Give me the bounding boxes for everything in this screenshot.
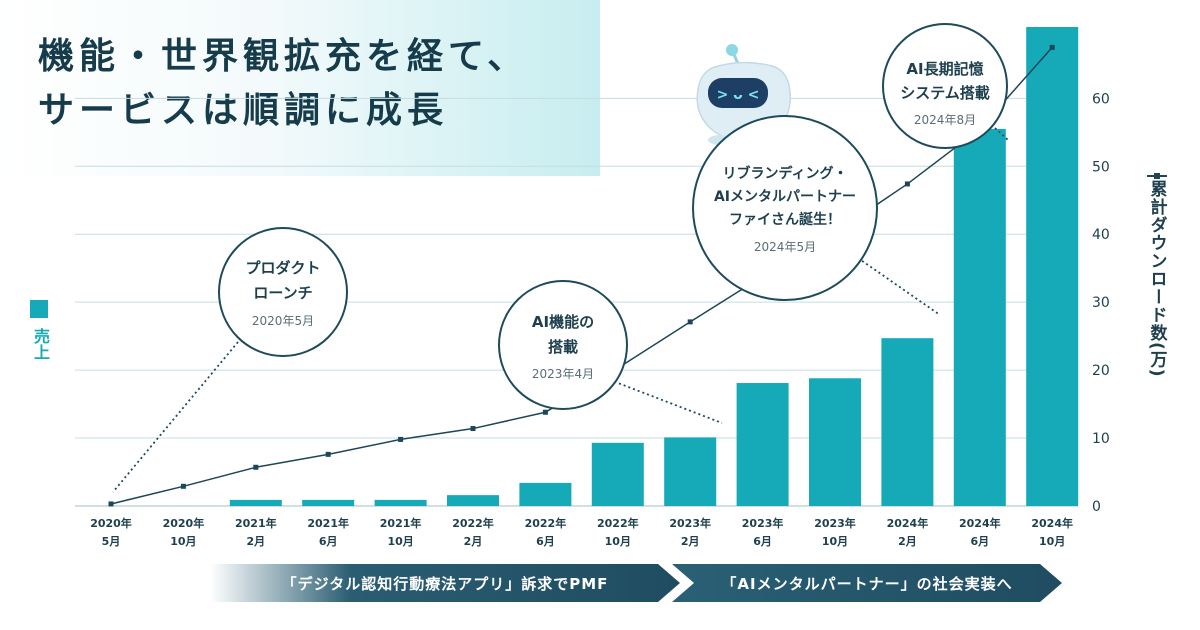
x-axis-year-label: 2020年 xyxy=(163,516,205,530)
downloads-legend-marker xyxy=(1147,173,1167,179)
x-axis-year-label: 2023年 xyxy=(814,516,856,530)
sales-bar xyxy=(664,437,717,506)
x-axis-month-label: 6月 xyxy=(753,535,772,548)
right-axis-tick-label: 50 xyxy=(1092,159,1110,175)
downloads-point xyxy=(253,464,259,470)
sales-legend: 売上 xyxy=(28,300,50,360)
x-axis-month-label: 6月 xyxy=(536,535,555,548)
x-axis-month-label: 2月 xyxy=(464,535,483,548)
downloads-point xyxy=(470,426,476,432)
downloads-point xyxy=(108,501,114,507)
annotation-4-line2: システム搭載 xyxy=(900,84,990,102)
x-axis-month-label: 10月 xyxy=(822,535,848,548)
sales-bar xyxy=(736,383,789,506)
x-axis-year-label: 2022年 xyxy=(525,516,567,530)
annotation-2-date: 2023年4月 xyxy=(532,367,594,381)
x-axis-month-label: 10月 xyxy=(1039,535,1065,548)
right-axis-tick-label: 0 xyxy=(1092,499,1101,515)
annotation-1-line1: プロダクト xyxy=(245,259,320,277)
sales-bar xyxy=(374,499,427,506)
right-axis-tick-label: 30 xyxy=(1092,295,1110,311)
annotation-4-date: 2024年8月 xyxy=(914,113,976,127)
right-axis-ticks: 0 10 20 30 40 50 60 xyxy=(1092,91,1110,515)
annotation-1-line2: ローンチ xyxy=(253,284,312,302)
x-axis-year-label: 2024年 xyxy=(1031,516,1073,530)
annotation-1-date: 2020年5月 xyxy=(252,314,314,328)
sales-bar xyxy=(302,499,355,506)
x-axis-month-label: 6月 xyxy=(319,535,338,548)
x-axis-year-label: 2024年 xyxy=(887,516,929,530)
sales-legend-label: 売上 xyxy=(31,328,50,360)
x-axis-labels: 2020年 5月 2020年 10月 2021年 2月 2021年 6月 2021年 10月 202… xyxy=(90,516,1073,548)
phase-banner-social: 「AIメンタルパートナー」の社会実装へ xyxy=(672,564,1062,602)
downloads-point xyxy=(687,319,693,325)
sales-bar xyxy=(519,482,572,506)
x-axis-month-label: 2月 xyxy=(681,535,700,548)
phase-banner-social-label: 「AIメンタルパートナー」の社会実装へ xyxy=(721,574,1013,593)
right-axis-tick-label: 10 xyxy=(1092,431,1110,447)
x-axis-month-label: 6月 xyxy=(970,535,989,548)
x-axis-month-label: 10月 xyxy=(170,535,196,548)
x-axis-month-label: 10月 xyxy=(387,535,413,548)
sales-bar xyxy=(809,378,861,506)
sales-bar xyxy=(881,338,934,506)
sales-legend-swatch xyxy=(30,300,48,318)
downloads-point xyxy=(180,483,186,489)
downloads-point xyxy=(1049,44,1055,50)
page-title: 機能・世界観拡充を経て、 サービスは順調に成長 xyxy=(38,30,528,138)
annotation-ai-feature: AI機能の 搭載 2023年4月 xyxy=(498,280,628,410)
svg-text:> ᴗ <: > ᴗ < xyxy=(717,87,760,103)
annotation-product-launch: プロダクト ローンチ 2020年5月 xyxy=(218,227,348,357)
x-axis-year-label: 2022年 xyxy=(597,516,639,530)
annotation-4-line1: AI長期記憶 xyxy=(906,60,983,78)
annotation-3-line3: ファイさん誕生！ xyxy=(729,211,841,228)
phase-banner-pmf: 「デジタル認知行動療法アプリ」訴求でPMF xyxy=(210,564,680,602)
phase-banner-pmf-label: 「デジタル認知行動療法アプリ」訴求でPMF xyxy=(281,574,609,593)
annotation-3-date: 2024年5月 xyxy=(754,240,816,254)
x-axis-year-label: 2021年 xyxy=(307,516,349,530)
downloads-point xyxy=(398,436,404,442)
annotation-long-term-memory: AI長期記憶 システム搭載 2024年8月 xyxy=(882,23,1008,149)
x-axis-year-label: 2023年 xyxy=(742,516,784,530)
right-axis-tick-label: 20 xyxy=(1092,363,1110,379)
sales-bar xyxy=(229,499,282,506)
downloads-legend-label: 累計ダウンロード数(万) xyxy=(1146,180,1167,378)
x-axis-year-label: 2021年 xyxy=(235,516,277,530)
annotation-rebranding: リブランディング・ AIメンタルパートナー ファイさん誕生！ 2024年5月 xyxy=(692,115,878,301)
x-axis-year-label: 2020年 xyxy=(90,516,132,530)
right-axis-tick-label: 40 xyxy=(1092,227,1110,243)
x-axis-year-label: 2023年 xyxy=(669,516,711,530)
title-line-1: 機能・世界観拡充を経て、 xyxy=(38,36,529,77)
x-axis-month-label: 2月 xyxy=(246,535,265,548)
x-axis-month-label: 2月 xyxy=(898,535,917,548)
sales-bar xyxy=(591,442,644,506)
downloads-point xyxy=(904,181,910,187)
sales-bar xyxy=(1026,27,1079,506)
x-axis-year-label: 2021年 xyxy=(380,516,422,530)
title-line-2: サービスは順調に成長 xyxy=(38,90,449,131)
annotation-3-line2: AIメンタルパートナー xyxy=(714,189,856,205)
annotation-connectors xyxy=(112,127,1009,493)
annotation-2-line2: 搭載 xyxy=(548,338,578,356)
annotation-2-line1: AI機能の xyxy=(532,313,594,331)
x-axis-year-label: 2022年 xyxy=(452,516,494,530)
downloads-point xyxy=(325,451,331,457)
title-background xyxy=(0,0,600,176)
x-axis-year-label: 2024年 xyxy=(959,516,1001,530)
x-axis-month-label: 10月 xyxy=(605,535,631,548)
x-axis-month-label: 5月 xyxy=(102,535,121,548)
sales-bar xyxy=(447,495,499,506)
annotation-3-line1: リブランディング・ xyxy=(722,165,847,182)
right-axis-tick-label: 60 xyxy=(1092,91,1110,107)
sales-bars xyxy=(229,27,1079,506)
sales-bar xyxy=(953,128,1006,506)
downloads-point xyxy=(542,409,548,415)
downloads-legend: 累計ダウンロード数(万) xyxy=(1142,170,1172,378)
